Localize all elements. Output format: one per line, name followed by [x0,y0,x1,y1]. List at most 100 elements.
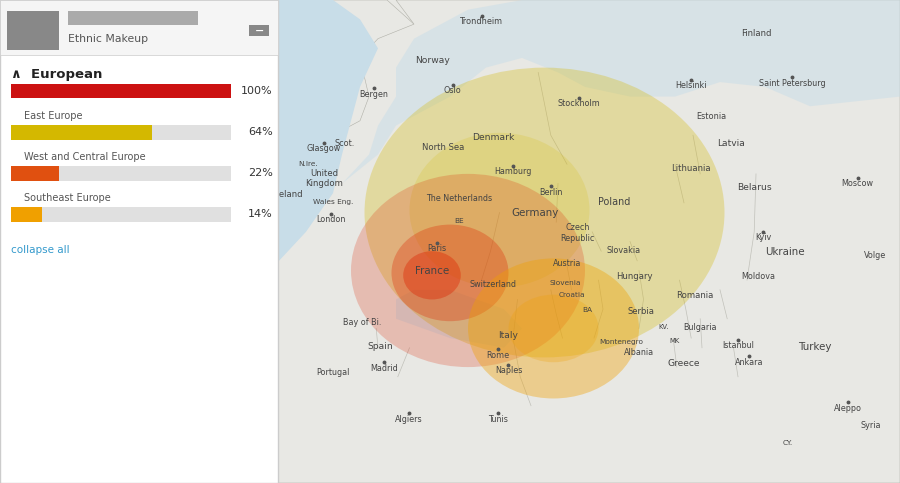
Text: Helsinki: Helsinki [675,82,707,90]
Text: Ukraine: Ukraine [765,247,805,257]
Text: Montenegro: Montenegro [599,339,643,345]
Ellipse shape [508,295,598,362]
Bar [0,0,278,55]
Text: ∧  European: ∧ European [11,68,103,81]
Text: Aleppo: Aleppo [833,404,862,412]
Ellipse shape [468,258,639,398]
Text: Albania: Albania [624,348,654,357]
Text: N o r t h: N o r t h [100,280,143,290]
Text: Istanbul: Istanbul [722,341,754,350]
Text: Czech
Republic: Czech Republic [561,223,595,242]
Text: Slovenia: Slovenia [549,280,581,285]
Text: 100%: 100% [241,86,273,96]
Text: Algiers: Algiers [395,415,422,424]
Text: Norway: Norway [415,56,449,65]
Text: Trondheim: Trondheim [460,17,503,26]
Text: Oslo: Oslo [444,86,462,95]
Text: Turkey: Turkey [797,342,832,352]
Ellipse shape [410,133,590,287]
Polygon shape [342,0,900,184]
Text: The Netherlands: The Netherlands [426,195,492,203]
Text: KV.: KV. [658,325,669,330]
Bar [11,84,231,99]
Text: London: London [317,215,346,224]
Text: Kyiv: Kyiv [755,233,771,242]
Ellipse shape [364,68,724,357]
Text: North Sea: North Sea [421,143,464,152]
Text: Paris: Paris [427,244,446,253]
Text: Greece: Greece [668,359,700,368]
Bar [11,207,41,222]
Text: Austria: Austria [553,259,581,268]
Text: Slovakia: Slovakia [607,246,641,255]
Text: CY.: CY. [782,440,793,446]
Text: East Europe: East Europe [24,111,83,121]
Bar [11,166,231,181]
Text: Bulgaria: Bulgaria [683,323,717,332]
Polygon shape [278,0,378,261]
Bar [11,166,59,181]
Text: O c e a n: O c e a n [88,367,137,377]
Text: Bay of Bi.: Bay of Bi. [343,318,381,327]
Text: Denmark: Denmark [472,133,515,142]
Text: Ankara: Ankara [734,358,763,367]
Bar [11,125,152,140]
Text: France: France [415,267,449,276]
Text: Wales Eng.: Wales Eng. [313,199,353,205]
Text: Latvia: Latvia [717,140,744,148]
Text: Stockholm: Stockholm [557,99,600,108]
Text: Croatia: Croatia [558,292,585,298]
Polygon shape [396,290,522,348]
Text: collapse all: collapse all [11,245,69,255]
Text: Ireland: Ireland [274,190,302,199]
Bar [11,125,231,140]
Text: Berlin: Berlin [539,188,562,197]
Text: Romania: Romania [676,291,714,300]
Text: Lithuania: Lithuania [671,164,711,172]
Text: Estonia: Estonia [696,113,726,121]
Text: Serbia: Serbia [627,307,654,316]
Bar [68,11,198,25]
Text: Moldova: Moldova [741,272,775,281]
Ellipse shape [351,174,585,367]
Text: Poland: Poland [598,197,630,207]
Text: United
Kingdom: United Kingdom [305,169,343,188]
Text: N.Ire.: N.Ire. [298,161,318,167]
Text: BA: BA [581,307,592,313]
Text: Bergen: Bergen [359,90,388,99]
Text: Hungary: Hungary [616,272,652,281]
Text: Moscow: Moscow [842,179,874,188]
Text: Ethnic Makeup: Ethnic Makeup [68,34,148,43]
Text: A t l a n t i c: A t l a n t i c [76,324,140,333]
Text: West and Central Europe: West and Central Europe [24,152,146,162]
Bar [278,0,900,483]
Text: Spain: Spain [367,342,392,351]
Text: Finland: Finland [741,29,771,38]
Text: BE: BE [454,218,464,224]
Text: Naples: Naples [495,367,522,375]
Bar [249,25,269,36]
Bar [0,0,278,483]
Ellipse shape [392,225,508,321]
Text: Switzerland: Switzerland [470,281,517,289]
Text: Saint Petersburg: Saint Petersburg [759,79,825,87]
Text: Italy: Italy [499,331,518,340]
Text: 22%: 22% [248,169,273,178]
Text: Belarus: Belarus [737,183,771,192]
Text: Scot.: Scot. [335,140,355,148]
Text: 14%: 14% [248,210,273,219]
Text: Syria: Syria [861,421,881,429]
Text: Southeast Europe: Southeast Europe [24,193,111,203]
Bar [7,11,59,50]
Text: Portugal: Portugal [316,369,350,377]
Polygon shape [270,0,900,483]
Ellipse shape [403,251,461,299]
Bar [11,207,231,222]
Polygon shape [270,0,468,251]
Bar [11,84,231,99]
Text: Hamburg: Hamburg [494,167,532,176]
Text: Rome: Rome [486,351,509,359]
Text: MK: MK [670,338,680,343]
Text: Tunis: Tunis [488,415,508,424]
Text: Volge: Volge [864,251,886,259]
